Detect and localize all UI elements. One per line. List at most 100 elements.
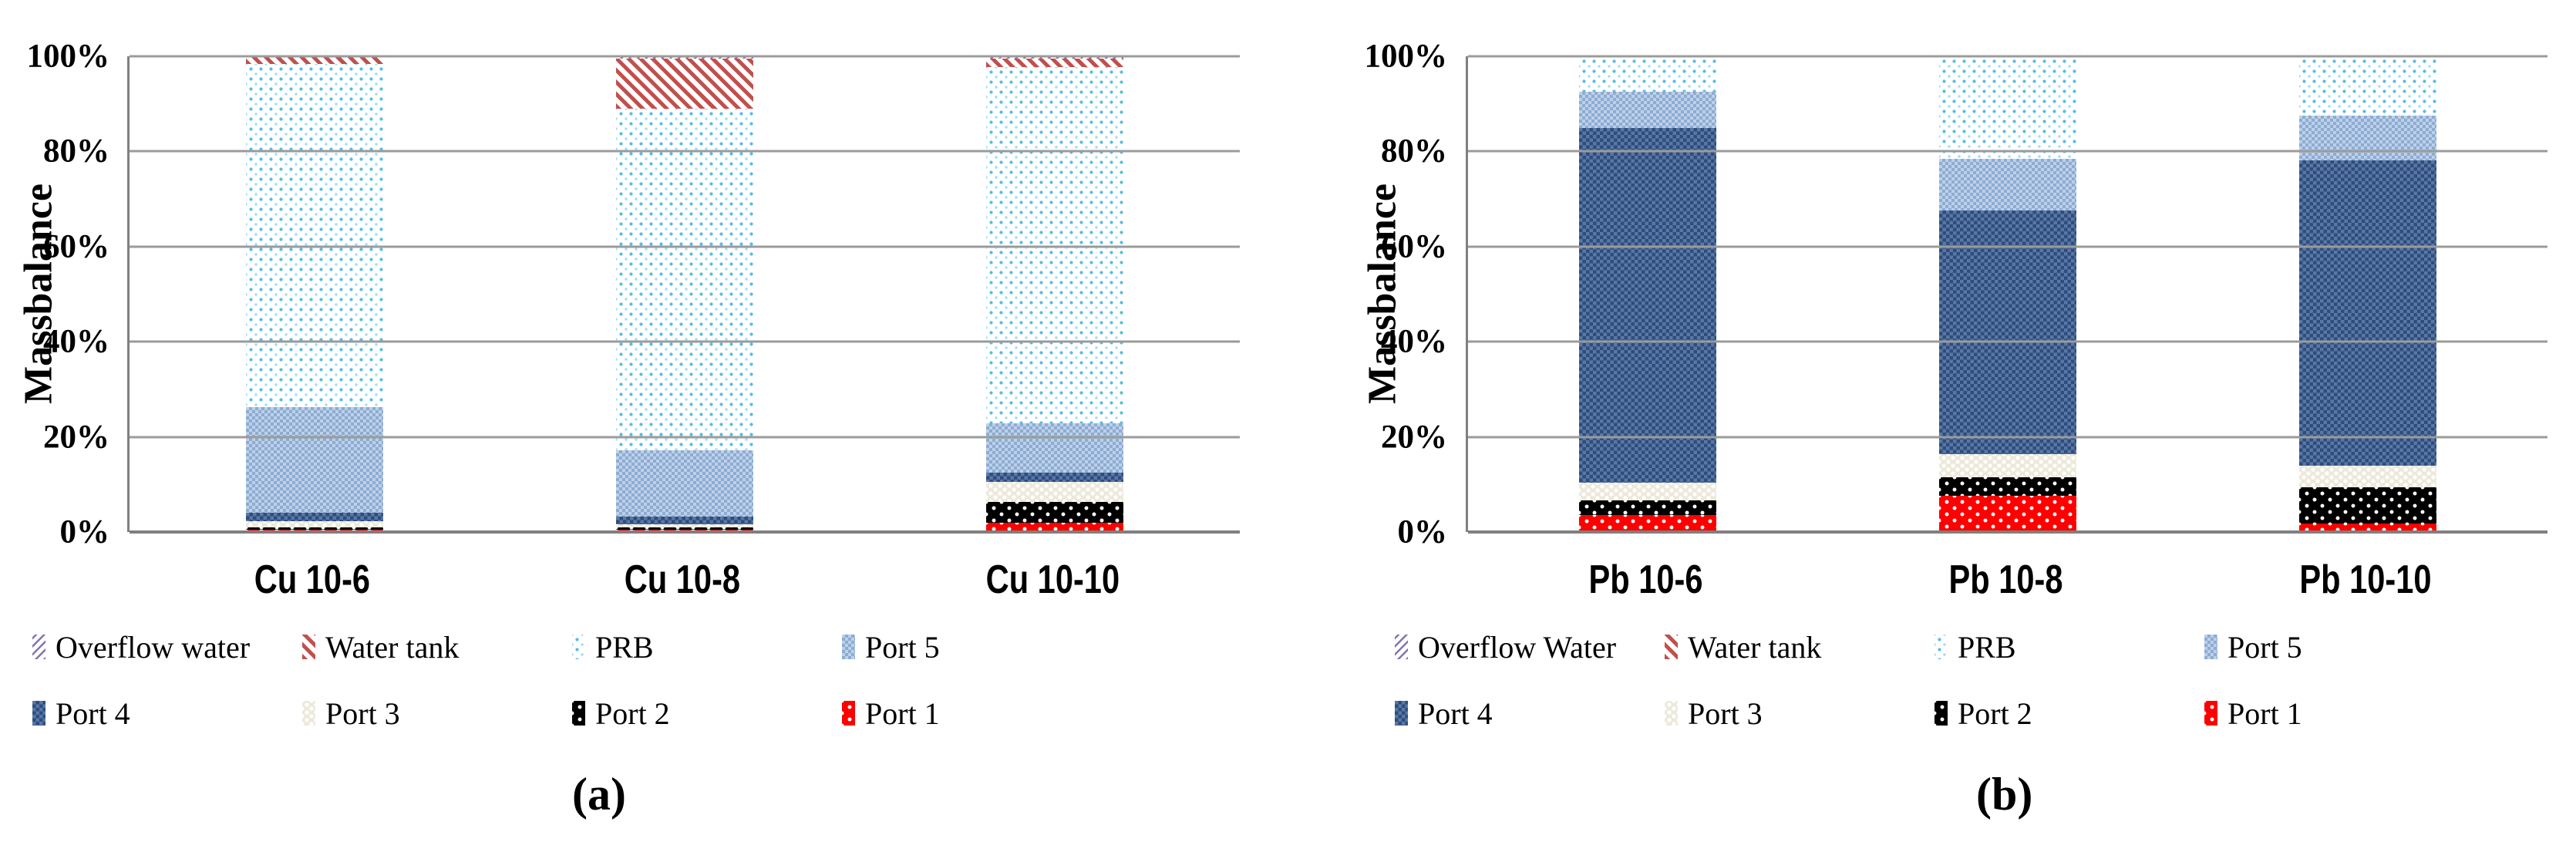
segment-prb-pb-10-8 <box>1939 56 2076 159</box>
legend-item-prb: PRB <box>572 629 842 665</box>
segment-port-1-pb-10-6 <box>1579 514 1717 532</box>
legend-swatch-port-3-icon <box>1665 701 1678 726</box>
legend-a: Overflow water Water tank PRB Port 5 Port 4 P… <box>32 629 1112 731</box>
x-axis-labels-b: Pb 10-6 Pb 10-8 Pb 10-10 <box>1466 557 2545 603</box>
stacked-bar-pb-10-10 <box>2298 56 2436 532</box>
legend-label-overflow-water: Overflow Water <box>1418 629 1617 665</box>
segment-port-4-pb-10-8 <box>1939 210 2076 454</box>
segment-port-4-pb-10-10 <box>2298 160 2436 466</box>
segment-water-tank-cu-10-8 <box>616 59 753 109</box>
y-tick-label-80: 80% <box>1381 133 1447 170</box>
legend-item-overflow-water: Overflow water <box>32 629 302 665</box>
gridline-60 <box>1468 245 2547 248</box>
y-axis-ticks: 100% 80% 60% 40% 20% 0% <box>1296 40 1448 549</box>
legend-swatch-port-2-icon <box>1935 701 1948 726</box>
x-category-label-text: Pb 10-6 <box>1588 557 1703 602</box>
legend-swatch-water-tank-icon <box>302 635 315 659</box>
legend-label-port-3: Port 3 <box>325 695 400 731</box>
category-slot-pb-10-10 <box>2187 56 2547 532</box>
x-category-label-text: Pb 10-8 <box>1948 557 2063 602</box>
x-category-label-cu-10-6: Cu 10-6 <box>127 557 497 603</box>
legend-swatch-port-4-icon <box>32 701 45 726</box>
x-category-label-text: Cu 10-6 <box>254 557 371 602</box>
legend-item-port-4: Port 4 <box>32 695 302 731</box>
segment-port-4-cu-10-6 <box>246 513 383 521</box>
legend-item-port-2: Port 2 <box>1935 695 2204 731</box>
legend-label-water-tank: Water tank <box>325 629 460 665</box>
y-tick-label-40: 40% <box>43 323 109 360</box>
segment-prb-pb-10-10 <box>2298 56 2436 116</box>
legend-swatch-port-2-icon <box>572 701 585 726</box>
legend-item-prb: PRB <box>1935 629 2204 665</box>
x-category-label-text: Pb 10-10 <box>2299 557 2432 602</box>
segment-port-5-cu-10-10 <box>986 423 1123 473</box>
legend-item-water-tank: Water tank <box>1665 629 1935 665</box>
legend-swatch-prb-icon <box>572 635 585 659</box>
legend-item-port-1: Port 1 <box>842 695 1112 731</box>
legend-b: Overflow Water Water tank PRB Port 5 Port 4 P… <box>1395 629 2474 731</box>
y-tick-label-60: 60% <box>43 228 109 265</box>
legend-item-port-5: Port 5 <box>842 629 1112 665</box>
gridline-20 <box>1468 436 2547 439</box>
segment-port-3-pb-10-10 <box>2298 465 2436 488</box>
segment-port-3-pb-10-8 <box>1939 453 2076 478</box>
legend-label-prb: PRB <box>595 629 654 665</box>
legend-label-port-4: Port 4 <box>56 695 130 731</box>
segment-port-4-cu-10-10 <box>986 472 1123 482</box>
segment-port-4-pb-10-6 <box>1579 128 1717 483</box>
x-category-label-text: Cu 10-8 <box>624 557 741 602</box>
legend-swatch-port-1-icon <box>2204 701 2217 726</box>
category-slot-cu-10-6 <box>130 56 500 532</box>
legend-label-port-5: Port 5 <box>2227 629 2302 665</box>
legend-label-water-tank: Water tank <box>1688 629 1822 665</box>
segment-port-2-pb-10-8 <box>1939 477 2076 497</box>
legend-item-port-5: Port 5 <box>2204 629 2474 665</box>
segment-prb-cu-10-6 <box>246 63 383 407</box>
segment-port-5-pb-10-10 <box>2298 115 2436 160</box>
stacked-bar-pb-10-6 <box>1579 56 1717 532</box>
y-tick-label-100: 100% <box>1364 38 1448 75</box>
x-category-label-pb-10-10: Pb 10-10 <box>2185 557 2545 603</box>
gridline-100 <box>130 55 1240 58</box>
category-slot-cu-10-10 <box>870 56 1240 532</box>
legend-label-port-1: Port 1 <box>2227 695 2302 731</box>
legend-item-port-4: Port 4 <box>1395 695 1665 731</box>
segment-water-tank-cu-10-6 <box>246 56 383 64</box>
bars-container-b <box>1468 56 2547 532</box>
segment-overflow-water-cu-10-10 <box>986 56 1123 59</box>
panel-caption-b: (b) <box>1976 769 2033 820</box>
gridline-40 <box>130 340 1240 343</box>
segment-water-tank-cu-10-10 <box>986 59 1123 68</box>
y-tick-label-20: 20% <box>1381 419 1447 456</box>
y-tick-label-80: 80% <box>43 133 109 170</box>
legend-swatch-overflow-water-icon <box>1395 635 1408 659</box>
x-category-label-pb-10-8: Pb 10-8 <box>1826 557 2186 603</box>
y-axis-ticks: 100% 80% 60% 40% 20% 0% <box>0 40 110 549</box>
segment-port-5-pb-10-6 <box>1579 92 1717 129</box>
panel-a: Massbalance 100% 80% 60% 40% 20% 0% Cu 10-6 Cu… <box>0 0 1280 862</box>
legend-label-port-4: Port 4 <box>1418 695 1493 731</box>
legend-label-prb: PRB <box>1958 629 2016 665</box>
segment-prb-cu-10-8 <box>616 108 753 450</box>
panel-caption-a: (a) <box>572 769 626 820</box>
legend-item-port-3: Port 3 <box>1665 695 1935 731</box>
y-tick-label-20: 20% <box>43 419 109 456</box>
legend-item-overflow-water: Overflow Water <box>1395 629 1665 665</box>
y-tick-label-60: 60% <box>1381 228 1447 265</box>
category-slot-cu-10-8 <box>500 56 870 532</box>
segment-port-2-pb-10-10 <box>2298 487 2436 524</box>
segment-port-3-cu-10-6 <box>246 520 383 527</box>
segment-port-5-cu-10-8 <box>616 450 753 517</box>
gridline-20 <box>130 436 1240 439</box>
segment-port-1-cu-10-10 <box>986 523 1123 532</box>
segment-port-4-cu-10-8 <box>616 516 753 524</box>
y-tick-label-40: 40% <box>1381 323 1447 360</box>
stacked-bar-cu-10-6 <box>246 56 383 532</box>
x-category-label-cu-10-8: Cu 10-8 <box>497 557 867 603</box>
segment-port-2-cu-10-8 <box>616 527 753 530</box>
legend-swatch-prb-icon <box>1935 635 1948 659</box>
legend-item-water-tank: Water tank <box>302 629 572 665</box>
y-tick-label-0: 0% <box>1397 513 1448 551</box>
y-tick-label-0: 0% <box>59 513 110 551</box>
